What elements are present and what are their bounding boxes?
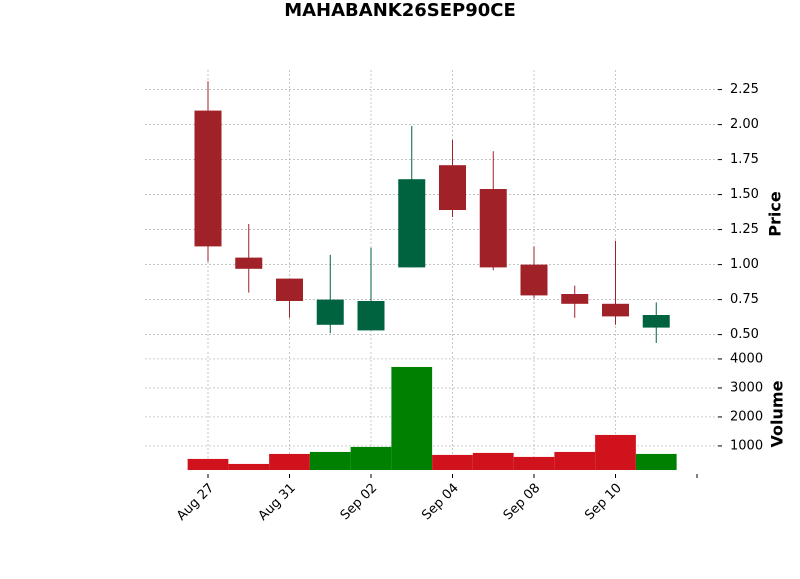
volume-bar	[350, 446, 392, 470]
y-tick-label: 1.00	[730, 257, 759, 272]
candle-body	[439, 165, 466, 210]
volume-bar	[391, 366, 433, 470]
candle-body	[602, 303, 629, 317]
x-tick-label: Sep 08	[501, 481, 544, 524]
y-tick-label: 2.00	[730, 117, 759, 132]
x-tick-label: Sep 10	[582, 481, 625, 524]
volume-bar	[635, 453, 677, 470]
x-tick-label: Sep 02	[338, 481, 381, 524]
volume-axis-label: Volume	[768, 380, 787, 447]
y-tick-label: 2.25	[730, 82, 759, 97]
candle-body	[479, 189, 507, 268]
volume-bar	[513, 456, 555, 470]
y-tick-label: 0.50	[730, 327, 759, 342]
y-tick-label: 1.25	[730, 222, 759, 237]
price-axis-label: Price	[766, 191, 785, 237]
y-tick-label: 4000	[730, 351, 763, 366]
candle-body	[276, 278, 303, 301]
candle-body	[398, 179, 426, 268]
volume-bar	[595, 434, 636, 470]
candle-body	[561, 294, 589, 304]
candle-body	[316, 299, 344, 325]
y-tick-label: 1.50	[730, 187, 759, 202]
x-tick-label: Sep 04	[419, 481, 462, 524]
candle-body	[194, 110, 222, 247]
y-tick-label: 2000	[730, 409, 763, 424]
chart-title: MAHABANK26SEP90CE	[284, 0, 516, 21]
candle-body	[520, 264, 548, 296]
candle-body	[357, 301, 385, 331]
volume-bar	[309, 451, 351, 470]
volume-bar	[554, 451, 596, 470]
volume-bar	[472, 452, 514, 470]
volume-bar	[269, 453, 310, 470]
y-tick-label: 1000	[730, 438, 763, 453]
x-tick-label: Aug 31	[256, 481, 299, 524]
x-tick-label: Aug 27	[174, 481, 217, 524]
y-tick-label: 0.75	[730, 292, 759, 307]
candle-body	[642, 315, 670, 328]
candle-body	[235, 257, 263, 269]
volume-bar	[228, 463, 270, 470]
volume-bar	[432, 454, 473, 470]
volume-bar	[187, 458, 229, 470]
y-tick-label: 1.75	[730, 152, 759, 167]
y-tick-label: 3000	[730, 380, 763, 395]
